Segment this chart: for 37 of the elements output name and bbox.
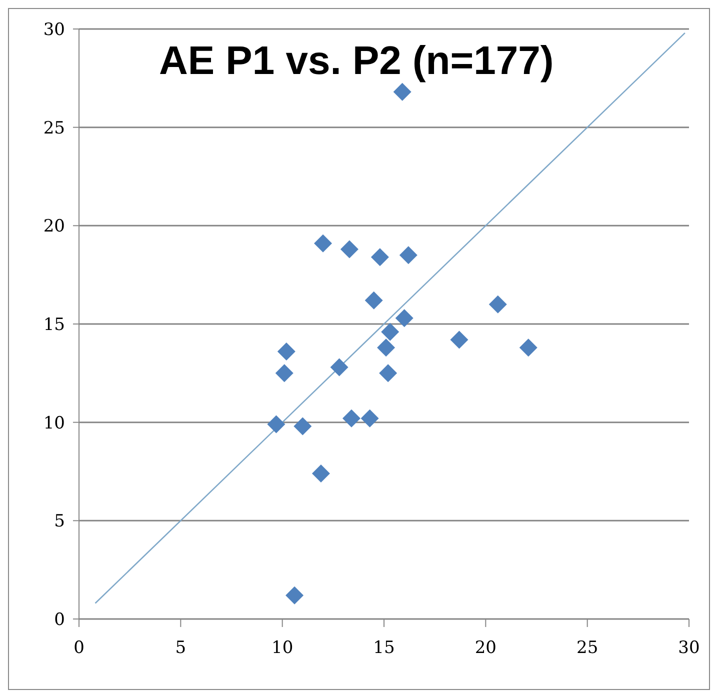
point	[488, 295, 507, 314]
point	[519, 338, 538, 357]
point	[294, 417, 312, 436]
point	[360, 409, 379, 428]
y-tick-label: 15	[43, 315, 65, 336]
point	[379, 364, 398, 382]
x-tick-label: 25	[576, 638, 598, 658]
x-tick-label: 20	[474, 638, 496, 658]
y-tick-label: 20	[43, 216, 65, 237]
y-tick-label: 30	[43, 20, 65, 40]
x-tick-label: 10	[272, 638, 294, 658]
point	[370, 248, 389, 266]
point	[395, 309, 414, 328]
point	[340, 240, 358, 258]
point	[377, 338, 396, 357]
point	[399, 246, 418, 264]
y-tick-label: 10	[43, 413, 65, 434]
y-tick-label: 0	[54, 610, 65, 630]
x-tick-label: 15	[373, 638, 395, 658]
chart-title: AE P1 vs. P2 (n=177)	[159, 39, 554, 84]
point	[342, 409, 360, 428]
point	[312, 464, 330, 482]
point	[381, 322, 400, 341]
point	[330, 358, 348, 376]
x-tick-label: 30	[678, 638, 700, 658]
point	[267, 415, 286, 434]
y-tick-label: 5	[54, 512, 65, 532]
point	[393, 82, 412, 101]
x-tick-label: 0	[74, 638, 84, 658]
point	[275, 364, 294, 382]
point	[314, 234, 332, 252]
x-tick-label: 5	[175, 638, 186, 658]
y-tick-label: 25	[43, 118, 65, 138]
point	[286, 586, 304, 604]
point	[450, 330, 468, 349]
point	[277, 342, 296, 361]
point	[364, 291, 383, 310]
